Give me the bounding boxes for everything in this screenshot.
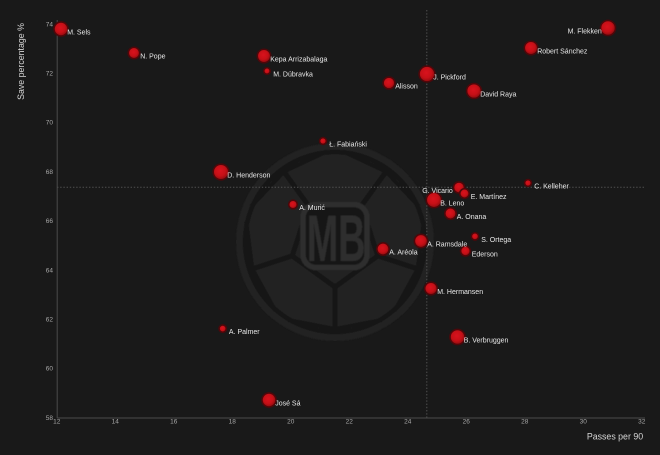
svg-text:12: 12	[53, 419, 61, 426]
svg-text:64: 64	[46, 267, 54, 274]
svg-text:32: 32	[638, 419, 646, 426]
svg-text:58: 58	[46, 415, 54, 422]
svg-text:D. Henderson: D. Henderson	[227, 173, 270, 180]
svg-text:Robert Sánchez: Robert Sánchez	[537, 49, 588, 56]
svg-text:Save percentage %: Save percentage %	[16, 23, 26, 100]
svg-text:A. Ramsdale: A. Ramsdale	[427, 242, 467, 249]
svg-text:20: 20	[287, 419, 295, 426]
svg-text:Ederson: Ederson	[472, 252, 498, 259]
svg-text:60: 60	[46, 366, 54, 373]
svg-text:18: 18	[229, 419, 237, 426]
svg-text:M. Flekken: M. Flekken	[568, 29, 602, 36]
svg-text:J. Pickford: J. Pickford	[433, 75, 466, 82]
svg-text:66: 66	[46, 218, 54, 225]
svg-text:72: 72	[46, 71, 54, 78]
svg-text:M. Hermansen: M. Hermansen	[437, 289, 483, 296]
svg-text:26: 26	[463, 419, 471, 426]
svg-text:C. Kelleher: C. Kelleher	[534, 184, 569, 191]
svg-text:22: 22	[346, 419, 354, 426]
svg-text:G. Vicario: G. Vicario	[422, 188, 453, 195]
svg-text:B. Verbruggen: B. Verbruggen	[464, 338, 509, 345]
svg-text:28: 28	[521, 419, 529, 426]
svg-text:Passes per 90: Passes per 90	[587, 432, 643, 442]
svg-text:A. Murić: A. Murić	[299, 205, 325, 212]
svg-text:16: 16	[170, 419, 178, 426]
svg-text:N. Pope: N. Pope	[140, 54, 165, 61]
svg-text:MB: MB	[307, 202, 365, 276]
svg-text:70: 70	[46, 120, 54, 127]
svg-text:62: 62	[46, 316, 54, 323]
svg-text:M. Dúbravka: M. Dúbravka	[273, 72, 313, 79]
svg-text:José Sá: José Sá	[275, 401, 300, 408]
svg-text:S. Ortega: S. Ortega	[481, 237, 511, 244]
svg-text:E. Martínez: E. Martínez	[471, 194, 507, 201]
svg-text:24: 24	[404, 419, 412, 426]
svg-text:A. Palmer: A. Palmer	[229, 329, 260, 336]
svg-text:B. Leno: B. Leno	[440, 201, 464, 208]
svg-text:Kepa Arrizabalaga: Kepa Arrizabalaga	[270, 57, 327, 64]
svg-text:Alisson: Alisson	[395, 84, 418, 91]
svg-text:68: 68	[46, 169, 54, 176]
svg-text:30: 30	[580, 419, 588, 426]
svg-text:14: 14	[112, 419, 120, 426]
svg-text:A. Onana: A. Onana	[457, 214, 487, 221]
svg-text:David Raya: David Raya	[480, 92, 516, 99]
svg-text:M. Sels: M. Sels	[67, 30, 91, 37]
svg-text:A. Aréola: A. Aréola	[389, 250, 418, 257]
svg-text:Ł. Fabiański: Ł. Fabiański	[329, 142, 367, 149]
svg-text:74: 74	[46, 21, 54, 28]
